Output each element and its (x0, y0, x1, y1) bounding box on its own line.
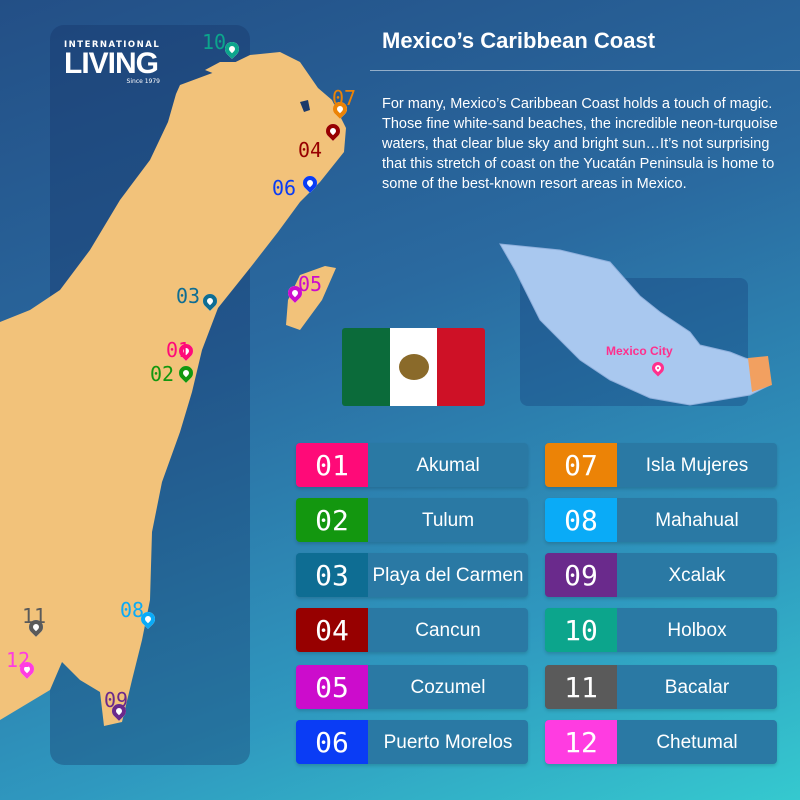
map-pin-label: 10 (202, 30, 227, 54)
legend-number: 09 (545, 553, 617, 597)
legend-name: Bacalar (664, 676, 730, 698)
legend-number: 02 (296, 498, 368, 542)
yucatan-landmass (0, 52, 346, 726)
page-title: Mexico’s Caribbean Coast (382, 28, 656, 53)
legend-item: 10 Holbox (545, 608, 777, 652)
map-pin-label: 08 (120, 598, 145, 622)
legend-number: 03 (296, 553, 368, 597)
map-pin-label: 05 (298, 272, 323, 296)
map-pin-label: 09 (104, 688, 129, 712)
legend-name: Chetumal (656, 731, 738, 753)
divider (370, 70, 800, 71)
legend-item: 07 Isla Mujeres (545, 443, 777, 487)
legend-number: 10 (545, 608, 617, 652)
legend-name: Cozumel (410, 676, 486, 698)
legend-item: 06 Puerto Morelos (296, 720, 528, 764)
flag-red (437, 328, 485, 406)
legend-name: Isla Mujeres (645, 454, 749, 476)
flag-white (389, 328, 438, 406)
legend-item: 08 Mahahual (545, 498, 777, 542)
legend-number: 07 (545, 443, 617, 487)
map-pin-label: 11 (22, 604, 47, 628)
logo-line1: INTERNATIONAL (64, 40, 161, 50)
mexico-city-label: Mexico City (606, 344, 673, 358)
map-pin-label: 12 (6, 648, 31, 672)
legend-name: Puerto Morelos (383, 731, 513, 753)
lagoon (300, 100, 310, 112)
mexico-flag (342, 328, 485, 406)
legend-number: 01 (296, 443, 368, 487)
legend-name: Mahahual (655, 509, 739, 531)
holbox-island (205, 62, 262, 74)
coat-of-arms-icon (398, 354, 429, 380)
legend-item: 12 Chetumal (545, 720, 777, 764)
mexico-shape (499, 243, 771, 406)
legend-name: Playa del Carmen (372, 564, 524, 586)
legend-number: 06 (296, 720, 368, 764)
legend-name: Xcalak (668, 564, 726, 586)
intro-text: For many, Mexico’s Caribbean Coast holds… (382, 96, 778, 192)
map-pin-label: 07 (332, 86, 357, 110)
legend-name: Tulum (421, 509, 475, 531)
legend-name: Holbox (667, 619, 727, 641)
map-pin-label: 01 (166, 338, 191, 362)
legend-item: 03 Playa del Carmen (296, 553, 528, 597)
map-pin-label: 03 (176, 284, 201, 308)
legend-item: 04 Cancun (296, 608, 528, 652)
logo-line2: LIVING (64, 47, 159, 80)
legend-item: 01 Akumal (296, 443, 528, 487)
map-pin-label: 06 (272, 176, 297, 200)
legend-name: Cancun (415, 619, 481, 641)
legend-item: 05 Cozumel (296, 665, 528, 709)
legend-number: 05 (296, 665, 368, 709)
legend-name: Akumal (416, 454, 480, 476)
legend-number: 08 (545, 498, 617, 542)
map-pin-label: 04 (298, 138, 323, 162)
legend-number: 11 (545, 665, 617, 709)
legend-item: 09 Xcalak (545, 553, 777, 597)
quintana-roo-highlight (748, 356, 772, 392)
legend-item: 02 Tulum (296, 498, 528, 542)
legend-item: 11 Bacalar (545, 665, 777, 709)
map-pin-label: 02 (150, 362, 175, 386)
legend-number: 04 (296, 608, 368, 652)
legend-number: 12 (545, 720, 617, 764)
logo-line3: Since 1979 (126, 78, 160, 85)
international-living-logo: INTERNATIONAL LIVING Since 1979 (64, 40, 174, 85)
cozumel-island (286, 266, 336, 330)
flag-green (342, 328, 390, 406)
